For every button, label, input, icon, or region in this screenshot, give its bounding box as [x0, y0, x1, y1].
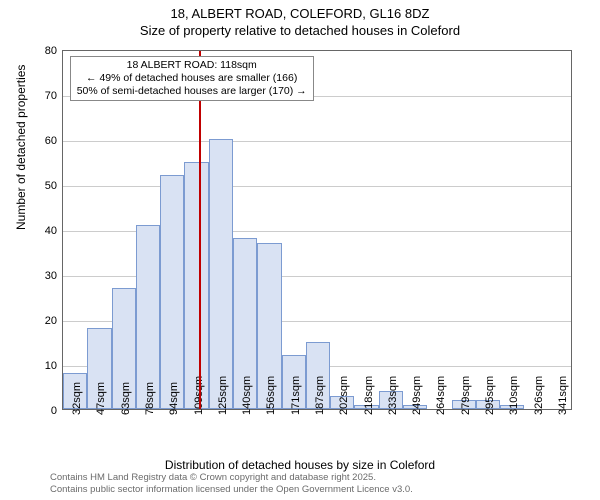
histogram-bar [160, 175, 184, 409]
y-tick-label: 10 [45, 360, 63, 372]
y-tick-label: 0 [51, 405, 63, 417]
y-tick-label: 80 [45, 45, 63, 57]
x-tick-label: 295sqm [484, 376, 496, 415]
y-tick-label: 70 [45, 90, 63, 102]
annotation-box: 18 ALBERT ROAD: 118sqm← 49% of detached … [70, 56, 314, 101]
x-tick-label: 233sqm [387, 376, 399, 415]
footer-line-2: Contains public sector information licen… [50, 484, 413, 496]
x-tick-label: 125sqm [217, 376, 229, 415]
title-line-1: 18, ALBERT ROAD, COLEFORD, GL16 8DZ [0, 6, 600, 23]
x-tick-label: 47sqm [95, 382, 107, 415]
x-axis-label: Distribution of detached houses by size … [0, 458, 600, 472]
x-tick-label: 202sqm [338, 376, 350, 415]
footer-line-1: Contains HM Land Registry data © Crown c… [50, 472, 413, 484]
y-tick-label: 40 [45, 225, 63, 237]
y-tick-label: 50 [45, 180, 63, 192]
gridline-h [63, 141, 571, 142]
y-tick-label: 60 [45, 135, 63, 147]
y-tick-label: 30 [45, 270, 63, 282]
x-tick-label: 310sqm [508, 376, 520, 415]
x-tick-label: 326sqm [533, 376, 545, 415]
y-axis-label: Number of detached properties [14, 65, 28, 230]
x-tick-label: 63sqm [120, 382, 132, 415]
x-tick-label: 171sqm [290, 376, 302, 415]
chart-plot-area: 0102030405060708032sqm47sqm63sqm78sqm94s… [62, 50, 572, 410]
x-tick-label: 218sqm [363, 376, 375, 415]
x-tick-label: 187sqm [314, 376, 326, 415]
gridline-h [63, 186, 571, 187]
x-tick-label: 140sqm [241, 376, 253, 415]
x-tick-label: 94sqm [168, 382, 180, 415]
x-tick-label: 32sqm [71, 382, 83, 415]
x-tick-label: 78sqm [144, 382, 156, 415]
y-tick-label: 20 [45, 315, 63, 327]
marker-line [199, 51, 201, 409]
annotation-line: ← 49% of detached houses are smaller (16… [77, 72, 307, 85]
title-line-2: Size of property relative to detached ho… [0, 23, 600, 40]
x-tick-label: 264sqm [435, 376, 447, 415]
histogram-bar [184, 162, 208, 410]
annotation-line: 50% of semi-detached houses are larger (… [77, 85, 307, 98]
x-tick-label: 341sqm [557, 376, 569, 415]
attribution-footer: Contains HM Land Registry data © Crown c… [50, 472, 413, 496]
x-tick-label: 279sqm [460, 376, 472, 415]
x-tick-label: 249sqm [411, 376, 423, 415]
histogram-bar [209, 139, 233, 409]
chart-title-block: 18, ALBERT ROAD, COLEFORD, GL16 8DZ Size… [0, 0, 600, 40]
annotation-line: 18 ALBERT ROAD: 118sqm [77, 59, 307, 72]
x-tick-label: 156sqm [265, 376, 277, 415]
